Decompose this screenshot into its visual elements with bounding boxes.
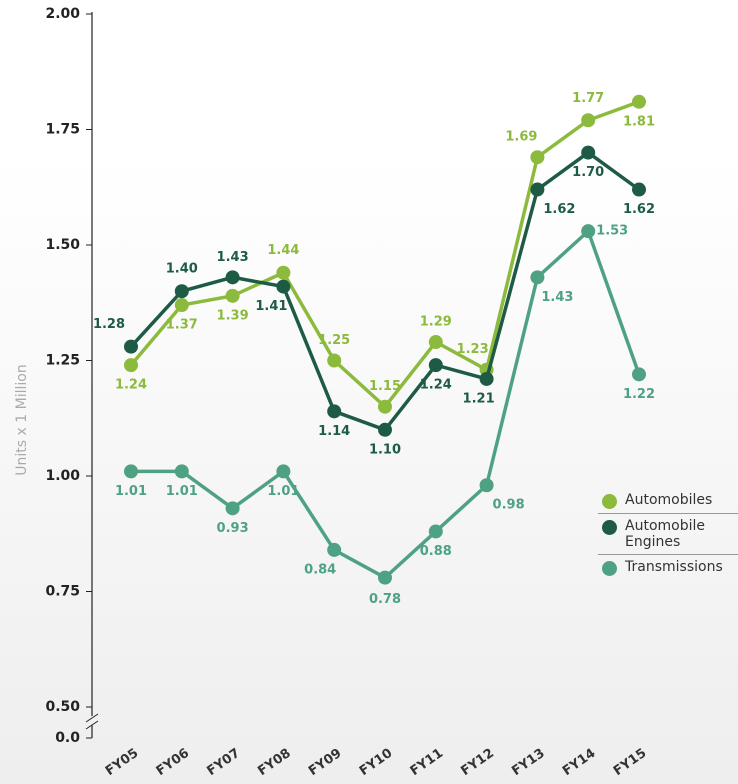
legend-label: Transmissions: [625, 559, 723, 575]
point: [581, 224, 596, 239]
point: [581, 145, 596, 160]
y-tick-label: 0.0: [55, 730, 80, 746]
data-label: 1.81: [623, 114, 655, 129]
point: [581, 113, 596, 128]
point: [632, 367, 646, 382]
point: [124, 464, 138, 479]
data-label: 1.43: [541, 290, 573, 305]
data-label: 0.88: [420, 544, 452, 559]
point: [327, 542, 342, 557]
data-label: 1.70: [572, 165, 604, 180]
point: [276, 279, 291, 294]
point: [225, 270, 240, 285]
point: [174, 284, 189, 299]
x-tick-label: FY08: [255, 746, 293, 779]
data-label: 1.29: [420, 315, 452, 330]
data-label: 1.14: [318, 424, 350, 439]
legend-swatch: [602, 520, 617, 535]
point: [479, 478, 494, 493]
point: [124, 358, 138, 373]
x-tick-label: FY05: [103, 746, 141, 779]
y-tick-label: 0.50: [45, 699, 80, 715]
data-label: 1.24: [115, 378, 147, 393]
x-tick-label: FY14: [560, 746, 598, 779]
y-axis-label: Units x 1 Million: [14, 364, 30, 475]
x-tick-label: FY15: [611, 746, 649, 779]
data-label: 1.01: [166, 484, 198, 499]
data-label: 0.78: [369, 592, 401, 607]
data-label: 1.22: [623, 387, 655, 402]
point: [428, 524, 443, 539]
point: [378, 570, 392, 585]
y-tick-label: 1.75: [45, 122, 80, 138]
legend-label: Automobile Engines: [625, 518, 705, 550]
x-tick-label: FY07: [204, 746, 242, 779]
point: [530, 182, 545, 197]
point: [327, 404, 342, 419]
data-label: 1.23: [457, 342, 489, 357]
y-tick-label: 0.75: [45, 584, 80, 600]
y-tick-label: 1.00: [45, 468, 80, 484]
data-label: 1.25: [318, 333, 350, 348]
data-label: 1.62: [543, 202, 575, 217]
data-label: 1.01: [267, 484, 299, 499]
legend-swatch: [602, 494, 617, 509]
data-label: 0.93: [217, 521, 249, 536]
legend-label: Automobiles: [625, 492, 713, 508]
data-label: 1.44: [267, 243, 299, 258]
x-tick-label: FY13: [509, 746, 547, 779]
point: [276, 265, 291, 280]
point: [174, 464, 189, 479]
data-label: 1.01: [115, 484, 147, 499]
data-label: 0.98: [493, 498, 525, 513]
point: [174, 298, 189, 313]
legend-item: Automobiles: [598, 488, 738, 514]
data-label: 1.21: [463, 391, 495, 406]
x-tick-label: FY10: [357, 746, 395, 779]
y-tick-label: 1.25: [45, 353, 80, 369]
data-label: 1.28: [93, 317, 125, 332]
point: [479, 371, 494, 386]
point: [276, 464, 291, 479]
data-label: 1.10: [369, 442, 401, 457]
data-label: 1.53: [596, 224, 628, 239]
data-label: 1.62: [623, 202, 655, 217]
data-label: 1.69: [505, 130, 537, 145]
data-label: 1.37: [166, 318, 198, 333]
legend-swatch: [602, 561, 617, 576]
y-tick-label: 1.50: [45, 237, 80, 253]
data-label: 1.39: [217, 308, 249, 323]
axis-break: [85, 713, 99, 723]
x-tick-label: FY11: [408, 746, 446, 779]
point: [632, 182, 646, 197]
data-label: 1.24: [420, 378, 452, 393]
legend-item: Transmissions: [598, 555, 738, 580]
data-label: 1.77: [572, 91, 604, 106]
point: [632, 94, 646, 109]
point: [225, 501, 240, 516]
x-tick-label: FY06: [154, 746, 192, 779]
point: [378, 399, 392, 414]
point: [378, 422, 392, 437]
data-label: 0.84: [304, 562, 336, 577]
point: [124, 339, 138, 354]
x-tick-label: FY09: [306, 746, 344, 779]
point: [327, 353, 342, 368]
point: [428, 335, 443, 350]
y-tick-label: 2.00: [45, 6, 80, 22]
point: [530, 150, 545, 165]
x-tick-label: FY12: [458, 746, 496, 779]
legend-item: Automobile Engines: [598, 514, 738, 555]
legend: Automobiles Automobile Engines Transmissio…: [598, 488, 738, 580]
point: [428, 358, 443, 373]
data-label: 1.15: [369, 379, 401, 394]
data-label: 1.43: [217, 250, 249, 265]
point: [225, 288, 240, 303]
data-label: 1.41: [255, 299, 287, 314]
data-label: 1.40: [166, 262, 198, 277]
point: [530, 270, 545, 285]
